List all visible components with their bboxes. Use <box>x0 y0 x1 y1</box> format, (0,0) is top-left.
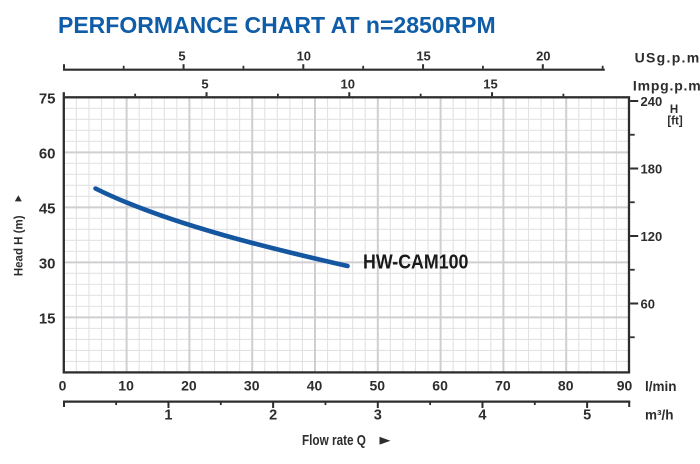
svg-text:m³/h: m³/h <box>645 407 674 422</box>
svg-text:15: 15 <box>483 76 497 91</box>
svg-text:5: 5 <box>583 407 591 423</box>
svg-text:45: 45 <box>39 201 56 218</box>
svg-text:Impg.p.m: Impg.p.m <box>633 78 700 94</box>
svg-text:Head H (m): Head H (m) <box>13 215 25 276</box>
svg-text:60: 60 <box>432 377 448 393</box>
svg-text:10: 10 <box>118 377 134 393</box>
svg-text:75: 75 <box>39 91 56 108</box>
svg-text:l/min: l/min <box>645 379 677 394</box>
svg-text:50: 50 <box>370 377 386 393</box>
svg-text:3: 3 <box>374 407 382 423</box>
svg-text:120: 120 <box>641 229 663 244</box>
svg-text:H: H <box>670 104 678 116</box>
svg-text:70: 70 <box>495 377 511 393</box>
svg-text:30: 30 <box>244 377 260 393</box>
svg-text:PERFORMANCE CHART AT n=2850RPM: PERFORMANCE CHART AT n=2850RPM <box>58 12 496 38</box>
svg-text:10: 10 <box>341 76 355 91</box>
svg-text:HW-CAM100: HW-CAM100 <box>363 251 468 273</box>
svg-text:40: 40 <box>307 377 323 393</box>
svg-text:4: 4 <box>478 407 486 423</box>
svg-text:80: 80 <box>558 377 574 393</box>
svg-text:240: 240 <box>641 94 663 109</box>
svg-text:15: 15 <box>416 49 430 64</box>
svg-text:90: 90 <box>617 377 633 393</box>
svg-text:60: 60 <box>39 146 56 163</box>
svg-text:60: 60 <box>641 296 655 311</box>
svg-text:1: 1 <box>164 407 172 423</box>
svg-text:USg.p.m: USg.p.m <box>635 50 700 66</box>
svg-text:30: 30 <box>39 256 56 273</box>
svg-text:10: 10 <box>297 49 311 64</box>
svg-text:2: 2 <box>269 407 277 423</box>
svg-text:Flow rate Q: Flow rate Q <box>302 432 366 448</box>
svg-text:15: 15 <box>39 311 56 328</box>
svg-text:20: 20 <box>181 377 197 393</box>
svg-text:20: 20 <box>536 49 550 64</box>
svg-text:5: 5 <box>178 49 185 64</box>
svg-text:180: 180 <box>641 161 663 176</box>
svg-text:0: 0 <box>59 377 67 393</box>
svg-text:[ft]: [ft] <box>667 116 682 128</box>
svg-text:5: 5 <box>201 76 208 91</box>
